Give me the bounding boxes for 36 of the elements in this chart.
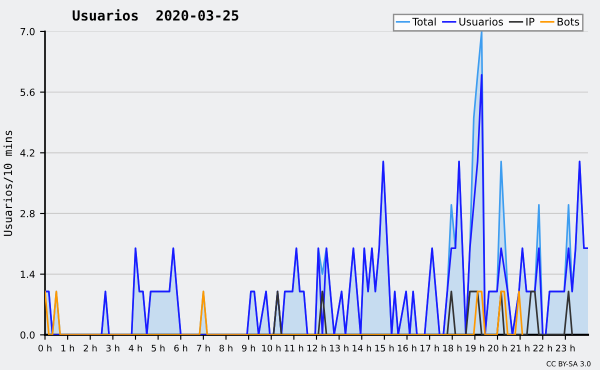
legend-label: IP: [526, 18, 534, 26]
chart-title: Usuarios 2020-03-25: [72, 9, 238, 21]
y-tick-label: 0.0: [20, 331, 35, 339]
y-tick-label: 2.8: [20, 210, 35, 218]
legend-label: Bots: [558, 18, 580, 26]
y-tick-label: 1.4: [20, 270, 35, 278]
x-tick-label: 2 h: [84, 344, 97, 352]
y-axis-title: Usuarios/10 mins: [4, 130, 13, 236]
x-tick-label: 19 h: [466, 344, 484, 352]
x-tick-label: 20 h: [488, 344, 507, 352]
x-tick-label: 4 h: [128, 344, 142, 352]
x-tick-label: 22 h: [533, 344, 552, 352]
x-tick-label: 8 h: [219, 344, 232, 352]
x-tick-label: 10 h: [262, 344, 281, 352]
x-tick-label: 7 h: [196, 344, 210, 352]
x-tick-label: 17 h: [420, 344, 439, 352]
y-tick-label: 5.6: [20, 88, 35, 96]
legend-label: Total: [412, 18, 436, 26]
x-tick-label: 15 h: [375, 344, 394, 352]
x-tick-label: 0 h: [38, 344, 52, 352]
legend-label: Usuarios: [459, 18, 504, 26]
x-tick-label: 16 h: [398, 344, 416, 352]
x-tick-label: 21 h: [510, 344, 530, 352]
y-tick-label: 7.0: [20, 28, 35, 36]
x-tick-label: 1 h: [61, 344, 74, 352]
x-tick-label: 9 h: [242, 344, 256, 352]
x-tick-label: 12 h: [307, 344, 326, 352]
y-tick-label: 4.2: [20, 149, 34, 157]
x-tick-label: 23 h: [556, 344, 575, 352]
x-tick-label: 14 h: [352, 344, 372, 352]
x-tick-label: 11 h: [284, 344, 304, 352]
x-tick-label: 18 h: [443, 344, 462, 352]
x-tick-label: 13 h: [330, 344, 348, 352]
x-tick-label: 3 h: [106, 344, 120, 352]
x-tick-label: 5 h: [152, 344, 165, 352]
x-tick-label: 6 h: [174, 344, 188, 352]
